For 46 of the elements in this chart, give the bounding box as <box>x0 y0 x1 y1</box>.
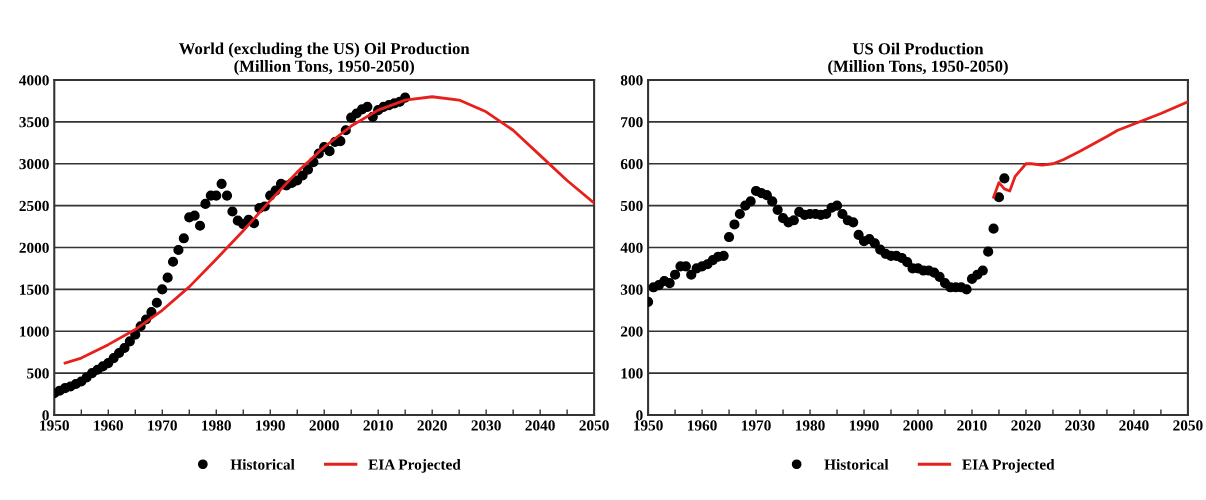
x-tick-label: 1990 <box>256 420 285 431</box>
x-tick-label: 1950 <box>634 420 663 431</box>
x-tick-label: 1980 <box>795 420 825 431</box>
x-tick-label: 2040 <box>1119 420 1149 431</box>
y-tick-label: 100 <box>621 368 643 379</box>
x-tick-label: 1950 <box>40 420 69 431</box>
y-tick-label: 200 <box>620 326 643 337</box>
x-tick-label: 2050 <box>579 420 609 431</box>
x-tick-label: 2020 <box>1011 420 1041 431</box>
y-tick-label: 4000 <box>19 75 49 86</box>
y-tick-label: 700 <box>621 117 643 128</box>
y-tick-label: 800 <box>620 75 643 86</box>
x-tick-label: 2030 <box>471 420 501 431</box>
chart-title: US Oil Production (Million Tons, 1950-2050) <box>828 42 1008 76</box>
y-tick-label: 400 <box>620 242 643 253</box>
x-tick-label: 2000 <box>309 420 339 431</box>
x-tick-label: 1970 <box>741 420 771 431</box>
y-tick-label: 2500 <box>19 200 49 212</box>
x-tick-label: 1960 <box>94 420 123 431</box>
y-tick-label: 600 <box>620 158 643 170</box>
x-tick-label: 2000 <box>903 420 933 431</box>
x-tick-label: 2030 <box>1065 420 1095 431</box>
y-tick-label: 1000 <box>20 326 49 337</box>
x-tick-label: 2010 <box>957 420 987 431</box>
legend-label: EIA Projected <box>962 458 1055 473</box>
x-tick-label: 1980 <box>202 420 231 431</box>
legend-label: Historical <box>230 458 295 470</box>
x-tick-label: 2020 <box>417 420 447 431</box>
y-tick-label: 2000 <box>19 242 49 253</box>
y-tick-label: 0 <box>42 410 49 421</box>
y-tick-label: 300 <box>620 284 643 295</box>
x-tick-label: 1970 <box>148 420 177 431</box>
y-tick-label: 0 <box>636 410 643 421</box>
y-tick-label: 500 <box>620 200 643 212</box>
y-tick-label: 500 <box>27 368 49 379</box>
x-tick-label: 1960 <box>688 420 717 431</box>
legend-label: Historical <box>824 458 889 470</box>
y-tick-label: 3000 <box>19 158 49 170</box>
x-tick-label: 2010 <box>363 420 393 431</box>
legend-label: EIA Projected <box>368 458 461 473</box>
y-tick-label: 3500 <box>19 117 49 128</box>
x-tick-label: 1990 <box>849 420 879 431</box>
y-tick-label: 1500 <box>20 284 49 295</box>
x-tick-label: 2040 <box>525 420 555 431</box>
x-tick-label: 2050 <box>1173 420 1203 431</box>
chart-title: World (excluding the US) Oil Production (Million Tons, 1950-2050) <box>178 42 470 76</box>
